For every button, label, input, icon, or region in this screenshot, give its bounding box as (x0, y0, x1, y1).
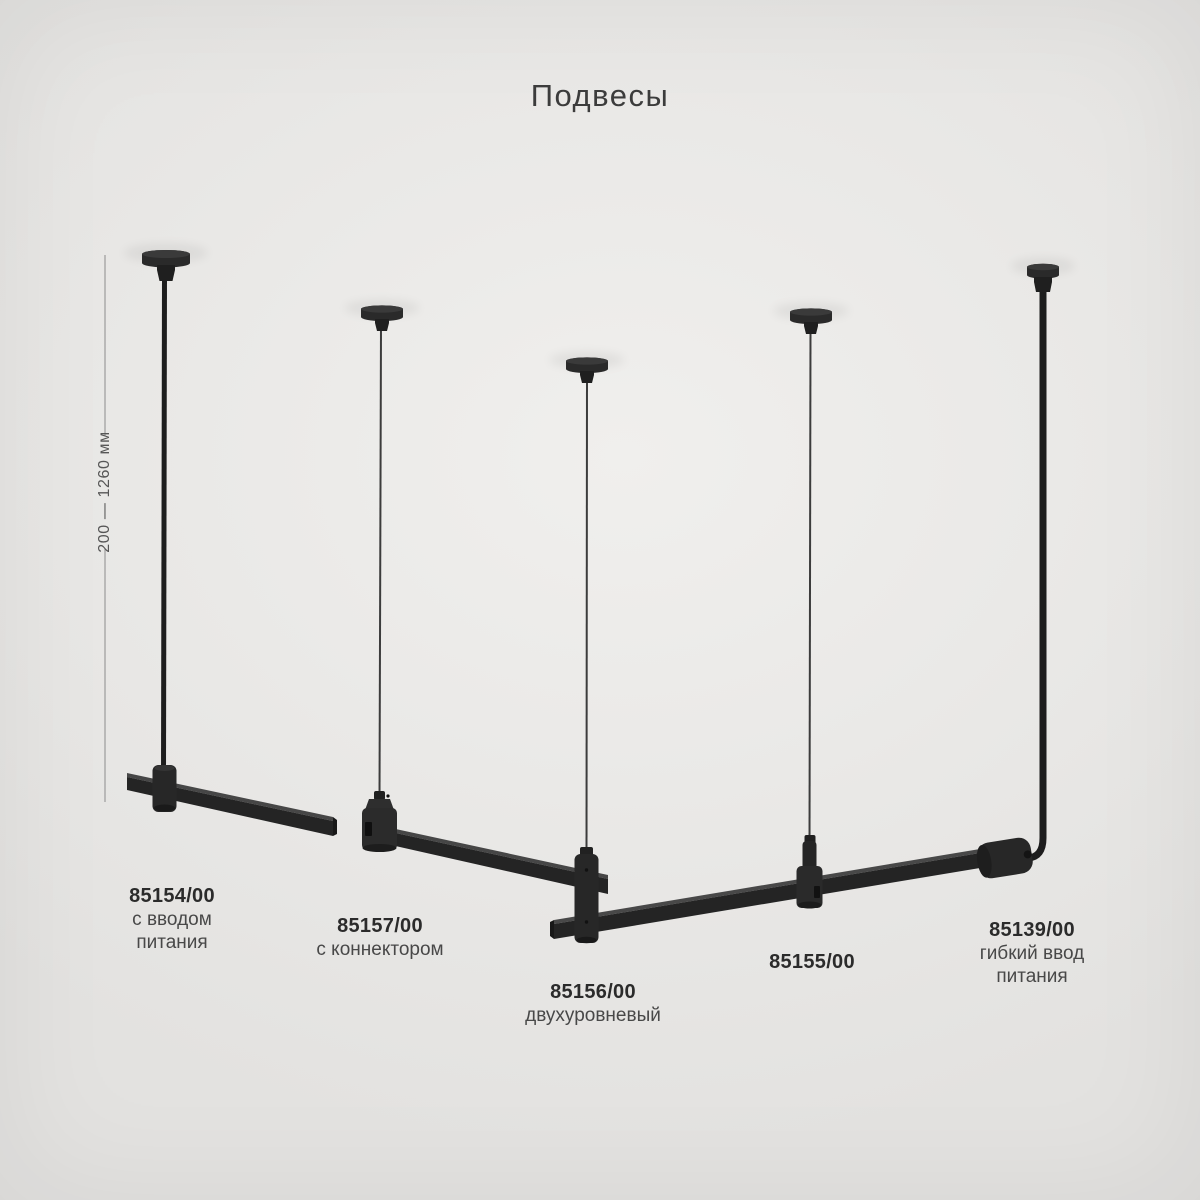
pendant-body-85155 (796, 835, 823, 909)
product-code: 85156/00 (550, 981, 636, 1003)
ceiling-canopy-85156 (566, 357, 608, 383)
cable-85155 (808, 329, 812, 843)
dimension-label: 200 — 1260 мм (96, 431, 113, 553)
product-code: 85157/00 (337, 915, 423, 937)
product-description-line: гибкий ввод (979, 943, 1085, 964)
canopy-shadows (124, 244, 1075, 368)
ceiling-canopy-85154 (142, 250, 190, 281)
product-label-85139: 85139/00 гибкий ввод питания (980, 919, 1084, 988)
product-label-85155: 85155/00 (769, 951, 855, 974)
product-label-85156: 85156/00 двухуровневый (525, 981, 661, 1027)
product-description-line: с вводом (132, 909, 212, 930)
product-code: 85155/00 (769, 951, 855, 973)
pendant-body-85157 (362, 791, 397, 852)
rod-85154 (161, 275, 167, 773)
cable-85157 (378, 325, 382, 799)
pendant-body-85154 (152, 765, 177, 812)
track-segment-3 (550, 847, 992, 939)
pendant-body-85156 (574, 847, 599, 944)
cable-85156 (585, 377, 588, 853)
power-cord-85139 (1024, 282, 1047, 862)
product-description-line: с коннектором (316, 939, 444, 960)
product-code: 85154/00 (129, 885, 215, 907)
ceiling-canopy-85155 (790, 308, 832, 334)
product-label-85154: 85154/00 с вводом питания (129, 885, 215, 954)
ceiling-canopy-85139 (1027, 263, 1059, 292)
product-description-line: питания (996, 966, 1068, 987)
track-segment-1 (127, 773, 337, 836)
pendant-body-85139 (976, 837, 1033, 879)
page-title: Подвесы (530, 78, 670, 113)
ceiling-canopy-85157 (361, 305, 403, 331)
product-description-line: двухуровневый (525, 1005, 661, 1026)
product-code: 85139/00 (989, 919, 1075, 941)
product-label-85157: 85157/00 с коннектором (316, 915, 443, 961)
product-description-line: питания (136, 932, 208, 953)
